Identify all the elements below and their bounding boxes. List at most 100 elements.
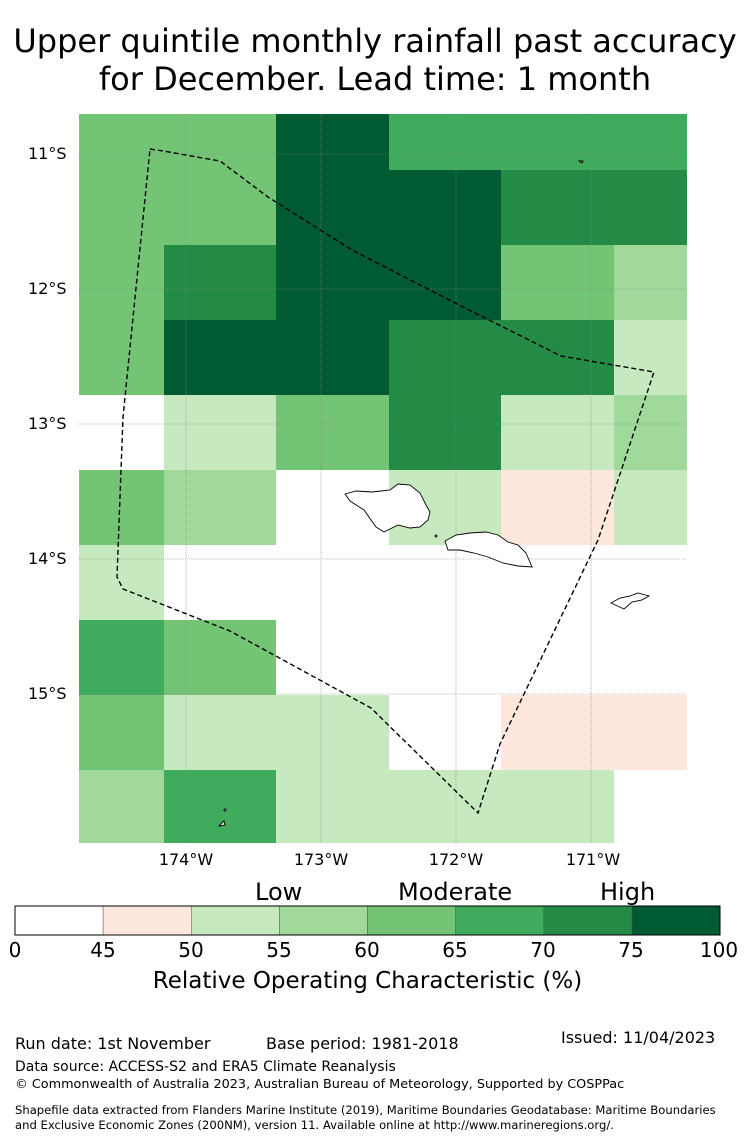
grid-cell: [276, 545, 389, 620]
swains-island: [577, 160, 584, 164]
grid-cell: [164, 114, 276, 170]
grid-cell: [276, 170, 389, 245]
grid-cell: [164, 320, 276, 395]
title-line-2: for December. Lead time: 1 month: [98, 60, 652, 98]
cb-tick-70: 70: [530, 938, 556, 962]
grid-cell: [79, 114, 164, 170]
colorbar-segment: [191, 905, 280, 936]
grid-cell: [389, 170, 501, 245]
cb-tick-60: 60: [354, 938, 380, 962]
cb-tick-100: 100: [699, 938, 739, 962]
grid-cell: [614, 770, 687, 843]
cb-tick-50: 50: [178, 938, 204, 962]
issued-date: Issued: 11/04/2023: [561, 1028, 716, 1047]
lon-label-174w: 174°W: [158, 850, 214, 869]
grid-cell: [501, 470, 614, 545]
colorbar-segment: [367, 905, 456, 936]
grid-cell: [164, 470, 276, 545]
lat-label-14s: 14°S: [28, 549, 67, 568]
colorbar-segment: [631, 905, 721, 936]
grid-cell: [501, 114, 614, 170]
grid-cell: [389, 620, 501, 695]
run-date: Run date: 1st November: [15, 1034, 211, 1053]
cb-tick-45: 45: [90, 938, 116, 962]
grid-cell: [276, 245, 389, 320]
grid-cell: [164, 770, 276, 843]
colorbar-label: Relative Operating Characteristic (%): [152, 968, 583, 994]
grid-cell: [79, 545, 164, 620]
grid-cell: [79, 620, 164, 695]
colorbar-segments: [14, 905, 721, 936]
grid-cell: [614, 245, 687, 320]
lon-label-171w: 171°W: [565, 850, 621, 869]
copyright: © Commonwealth of Australia 2023, Austra…: [15, 1077, 625, 1092]
grid-cell: [389, 395, 501, 470]
colorbar-segment: [279, 905, 368, 936]
colorbar-segment: [102, 905, 192, 936]
grid-cell: [79, 245, 164, 320]
grid-cell: [276, 114, 389, 170]
colorbar-frame: [14, 905, 721, 936]
grid-cell: [501, 770, 614, 843]
grid-cell: [614, 695, 687, 770]
grid-cell: [389, 770, 501, 843]
savaii-island: [344, 483, 431, 533]
grid-cell: [276, 620, 389, 695]
grid-cell: [164, 545, 276, 620]
category-low: Low: [255, 878, 303, 906]
shapefile-credit-2: and Exclusive Economic Zones (200NM), ve…: [15, 1118, 614, 1132]
islands: [217, 160, 651, 827]
grid-cell: [501, 395, 614, 470]
grid-cell: [79, 320, 164, 395]
lat-label-13s: 13°S: [28, 414, 67, 433]
lat-label-11s: 11°S: [28, 144, 67, 163]
cb-tick-65: 65: [442, 938, 468, 962]
grid-cell: [501, 695, 614, 770]
grid-cell: [501, 620, 614, 695]
grid-cell: [614, 470, 687, 545]
grid-cell: [276, 395, 389, 470]
lon-label-173w: 173°W: [293, 850, 349, 869]
grid-cell: [389, 245, 501, 320]
grid-cell: [389, 320, 501, 395]
grid-cell: [614, 114, 687, 170]
upolu-island: [444, 531, 533, 568]
colorbar-segment: [455, 905, 544, 936]
grid-cell: [389, 545, 501, 620]
lat-label-12s: 12°S: [28, 279, 67, 298]
forecast-grid: [79, 114, 687, 843]
grid-cell: [164, 395, 276, 470]
grid-cell: [79, 470, 164, 545]
colorbar-segment: [543, 905, 633, 936]
colorbar-segment: [14, 905, 104, 936]
grid-cell: [501, 320, 614, 395]
grid-cell: [501, 170, 614, 245]
shapefile-credit-1: Shapefile data extracted from Flanders M…: [15, 1103, 716, 1117]
cb-tick-55: 55: [266, 938, 292, 962]
cb-tick-75: 75: [618, 938, 644, 962]
grid-cell: [276, 320, 389, 395]
grid-cell: [614, 620, 687, 695]
category-moderate: Moderate: [398, 878, 513, 906]
category-high: High: [600, 878, 656, 906]
tutuila-island: [610, 592, 651, 610]
grid-cell: [79, 770, 164, 843]
gridlines: [79, 114, 687, 843]
grid-cell: [614, 170, 687, 245]
lat-label-15s: 15°S: [28, 684, 67, 703]
map-title: Upper quintile monthly rainfall past acc…: [0, 22, 750, 98]
grid-cell: [501, 245, 614, 320]
grid-cell: [389, 114, 501, 170]
base-period: Base period: 1981-2018: [266, 1034, 459, 1053]
title-line-1: Upper quintile monthly rainfall past acc…: [13, 22, 737, 60]
grid-cell: [164, 245, 276, 320]
grid-cell: [164, 695, 276, 770]
cb-tick-0: 0: [8, 938, 22, 962]
grid-cell: [164, 170, 276, 245]
lon-label-172w: 172°W: [428, 850, 484, 869]
grid-cell: [164, 620, 276, 695]
eez-boundary: [116, 148, 655, 815]
small-islet: [217, 820, 226, 827]
